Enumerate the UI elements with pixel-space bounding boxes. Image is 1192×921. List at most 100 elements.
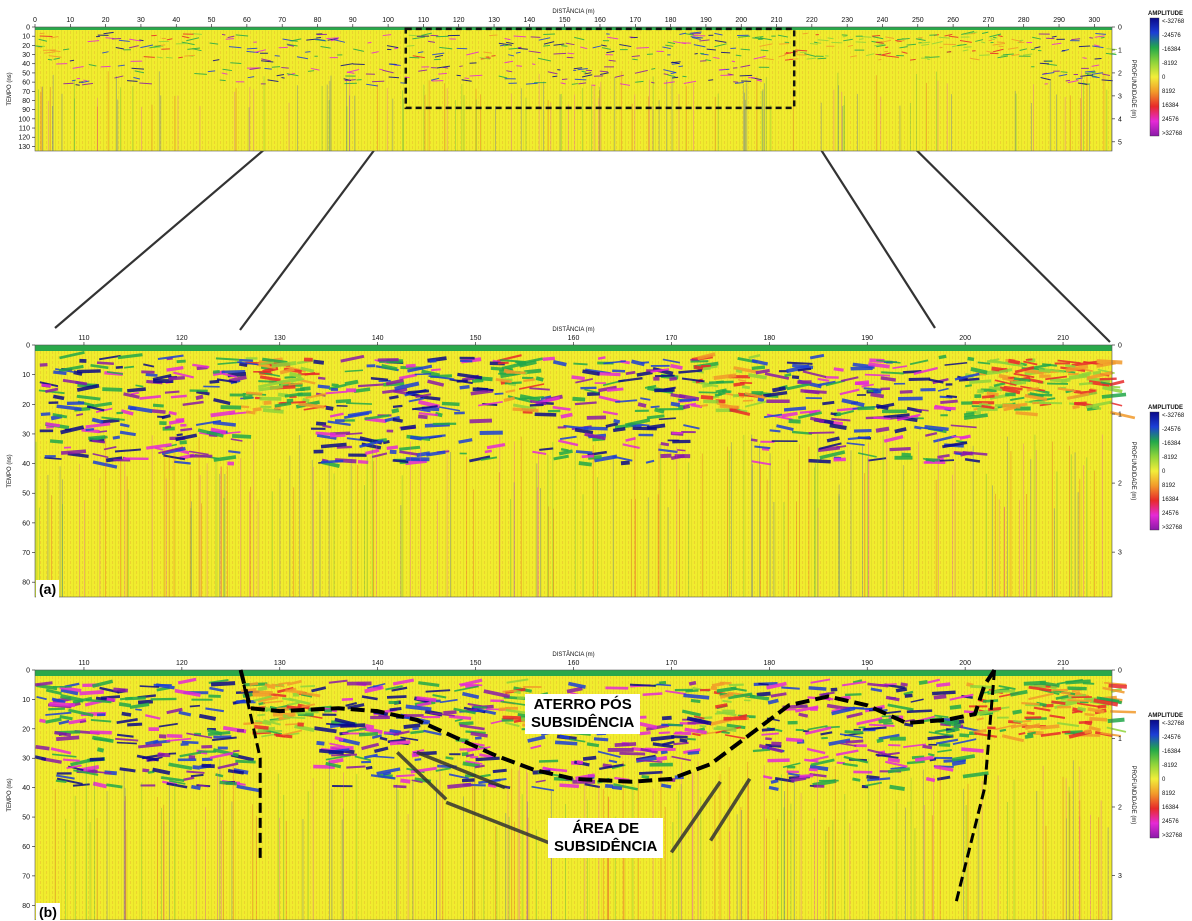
reflection-streak: [228, 771, 244, 773]
y-axis-label: TEMPO (ns): [7, 454, 13, 487]
y-tick-label: 10: [22, 372, 30, 379]
reflection-streak: [720, 406, 740, 407]
legend-tick-label: 0: [1162, 75, 1166, 81]
reflection-streak: [543, 34, 555, 35]
reflection-streak: [881, 372, 904, 373]
reflection-streak: [190, 706, 200, 707]
y-tick-label: 80: [22, 903, 30, 910]
reflection-streak: [56, 737, 79, 739]
reflection-streak: [536, 378, 543, 380]
reflection-streak: [368, 42, 372, 43]
reflection-streak: [39, 720, 45, 721]
reflection-streak: [1039, 370, 1051, 371]
reflection-streak: [946, 396, 957, 397]
direct-wave-band: [35, 27, 1112, 30]
reflection-streak: [762, 729, 775, 730]
reflection-streak: [142, 770, 149, 771]
reflection-streak: [313, 362, 323, 363]
reflection-streak: [498, 363, 509, 364]
y-tick-label: 120: [18, 135, 30, 142]
reflection-streak: [400, 780, 410, 781]
reflection-streak: [472, 380, 483, 381]
x-tick-label: 0: [33, 17, 37, 24]
reflection-streak: [326, 408, 333, 409]
reflection-streak: [404, 725, 421, 727]
y-tick-label: 70: [22, 550, 30, 557]
reflection-streak: [808, 461, 830, 462]
x-tick-label: 210: [771, 17, 783, 24]
reflection-streak: [1079, 46, 1090, 47]
reflection-streak: [1040, 726, 1059, 728]
legend-tick-label: 0: [1162, 469, 1166, 475]
reflection-streak: [80, 721, 86, 722]
reflection-streak: [410, 731, 423, 733]
reflection-streak: [120, 424, 129, 426]
reflection-streak: [691, 700, 700, 701]
reflection-streak: [656, 684, 671, 685]
reflection-streak: [688, 752, 699, 753]
reflection-streak: [598, 357, 605, 358]
reflection-streak: [662, 718, 672, 719]
reflection-streak: [560, 736, 569, 738]
legend-tick-label: 24576: [1162, 819, 1179, 825]
reflection-streak: [683, 406, 690, 407]
reflection-streak: [291, 41, 297, 42]
x-tick-label: 180: [763, 660, 775, 667]
reflection-streak: [1089, 719, 1107, 720]
reflection-streak: [485, 451, 492, 452]
reflection-streak: [1078, 708, 1086, 710]
x-tick-label: 110: [418, 17, 429, 24]
reflection-streak: [1013, 711, 1022, 713]
reflection-streak: [233, 751, 239, 752]
reflection-streak: [480, 775, 490, 777]
x-tick-label: 280: [1018, 17, 1030, 24]
reflection-streak: [671, 404, 680, 405]
reflection-streak: [140, 686, 159, 687]
reflection-streak: [342, 699, 353, 700]
reflection-streak: [283, 717, 305, 718]
reflection-streak: [753, 750, 770, 751]
reflection-streak: [789, 421, 801, 422]
reflection-streak: [102, 389, 122, 390]
reflection-streak: [799, 714, 808, 716]
reflection-streak: [220, 80, 226, 81]
x-tick-label: 90: [349, 17, 357, 24]
reflection-streak: [872, 35, 880, 36]
reflection-streak: [576, 452, 593, 453]
legend-title: AMPLITUDE: [1148, 405, 1183, 411]
reflection-streak: [1008, 377, 1015, 378]
reflection-streak: [1110, 412, 1135, 418]
reflection-streak: [969, 381, 991, 383]
reflection-streak: [567, 53, 574, 54]
reflection-streak: [562, 79, 567, 80]
reflection-streak: [300, 686, 315, 687]
x-tick-label: 150: [559, 17, 571, 24]
reflection-streak: [308, 71, 314, 72]
reflection-streak: [180, 429, 192, 430]
reflection-streak: [408, 391, 429, 393]
y-tick-label: 70: [22, 873, 30, 880]
reflection-streak: [845, 694, 861, 695]
x-tick-label: 70: [278, 17, 286, 24]
reflection-streak: [612, 787, 622, 788]
reflection-streak: [56, 781, 66, 782]
legend-colorbar: [1150, 18, 1159, 136]
reflection-streak: [577, 762, 583, 763]
reflection-streak: [491, 56, 495, 57]
reflection-streak: [216, 358, 239, 359]
legend-colorbar: [1150, 720, 1159, 838]
depth-tick-label: 1: [1118, 47, 1122, 54]
reflection-streak: [431, 369, 441, 370]
reflection-streak: [500, 45, 504, 46]
reflection-streak: [765, 738, 772, 739]
x-tick-label: 160: [568, 335, 580, 342]
reflection-streak: [390, 708, 402, 709]
reflection-streak: [1026, 359, 1033, 360]
reflection-streak: [740, 75, 752, 76]
reflection-streak: [77, 371, 101, 372]
reflection-streak: [929, 57, 939, 58]
reflection-streak: [401, 427, 416, 429]
depth-tick-label: 3: [1118, 550, 1122, 557]
reflection-streak: [689, 683, 696, 684]
